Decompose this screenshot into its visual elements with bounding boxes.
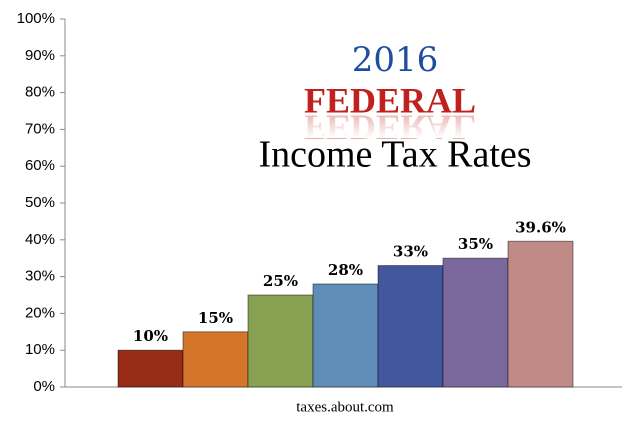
y-tick-label: 70% [25,120,55,137]
y-tick-label: 20% [25,304,55,321]
value-label: 39.6% [515,218,566,236]
y-tick-label: 10% [25,341,55,358]
y-tick-label: 90% [25,47,55,64]
title-main: Income Tax Rates [258,134,531,176]
x-axis-label: taxes.about.com [296,399,394,415]
y-tick-label: 80% [25,84,55,101]
bar [507,240,574,388]
bar [312,283,379,388]
y-tick-label: 0% [33,378,55,395]
reflection-fade [290,112,490,138]
y-tick-label: 100% [17,10,55,27]
value-label: 33% [393,243,428,261]
value-label: 35% [458,235,493,253]
bar [117,349,184,388]
y-tick-label: 40% [25,231,55,248]
bar [442,257,509,388]
y-tick-label: 30% [25,268,55,285]
y-tick-label: 60% [25,157,55,174]
bar [182,331,249,388]
value-label: 10% [133,327,168,345]
bar [247,294,314,388]
title-year: 2016 [352,40,439,80]
value-label: 15% [198,309,233,327]
y-tick-label: 50% [25,194,55,211]
value-label: 28% [328,261,363,279]
value-label: 25% [263,272,298,290]
bar [377,265,444,388]
